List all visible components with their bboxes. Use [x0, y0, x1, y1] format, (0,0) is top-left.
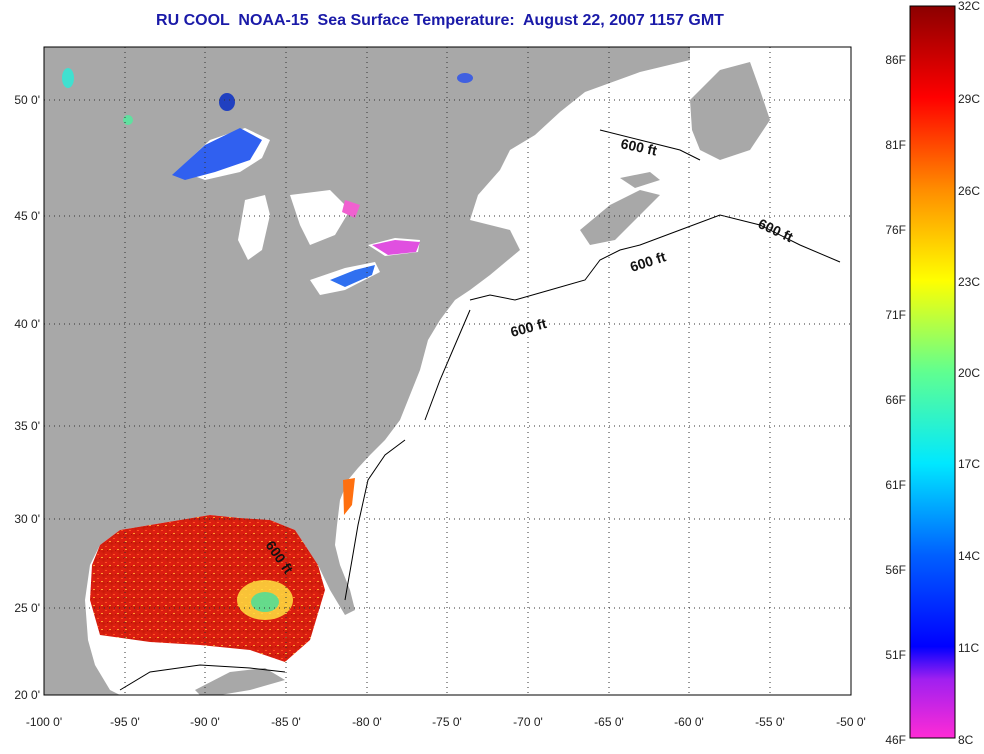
fahrenheit-label: 66F	[885, 393, 906, 407]
sst-overlays	[62, 68, 473, 662]
lat-tick-label: 50 0'	[14, 93, 40, 107]
lon-axis: -100 0' -95 0' -90 0' -85 0' -80 0' -75 …	[26, 715, 866, 729]
celsius-label: 32C	[958, 0, 980, 13]
nova-scotia-land	[580, 190, 660, 245]
colorbar-scale	[909, 5, 956, 739]
cuba-land	[195, 668, 285, 695]
fahrenheit-label: 51F	[885, 648, 906, 662]
lat-tick-label: 20 0'	[14, 688, 40, 702]
depth-label: 600 ft	[619, 135, 658, 158]
celsius-label: 26C	[958, 184, 980, 198]
celsius-label: 8C	[958, 733, 974, 747]
fahrenheit-label: 71F	[885, 308, 906, 322]
lon-tick-label: -80 0'	[352, 715, 382, 729]
fahrenheit-label: 46F	[885, 733, 906, 747]
fahrenheit-label: 81F	[885, 138, 906, 152]
lat-tick-label: 25 0'	[14, 601, 40, 615]
celsius-label: 14C	[958, 549, 980, 563]
map-title: RU COOL NOAA-15 Sea Surface Temperature:…	[156, 12, 724, 29]
colorbar: 32C 29C 26C 23C 20C 17C 14C 11C 8C 86F 8…	[885, 0, 980, 747]
fahrenheit-label: 61F	[885, 478, 906, 492]
gulf-sst	[90, 515, 325, 662]
colorbar-fahrenheit-labels: 86F 81F 76F 71F 66F 61F 56F 51F 46F	[885, 53, 906, 747]
lon-tick-label: -100 0'	[26, 715, 62, 729]
lon-tick-label: -70 0'	[513, 715, 543, 729]
fahrenheit-label: 76F	[885, 223, 906, 237]
celsius-label: 17C	[958, 457, 980, 471]
newfoundland-land	[690, 62, 770, 160]
lon-tick-label: -55 0'	[755, 715, 785, 729]
north-america-land	[44, 47, 690, 695]
lon-tick-label: -50 0'	[836, 715, 866, 729]
graticule	[44, 47, 851, 695]
fahrenheit-label: 86F	[885, 53, 906, 67]
lon-tick-label: -85 0'	[271, 715, 301, 729]
celsius-label: 23C	[958, 275, 980, 289]
fahrenheit-label: 56F	[885, 563, 906, 577]
lat-tick-label: 30 0'	[14, 512, 40, 526]
celsius-label: 20C	[958, 366, 980, 380]
lat-tick-label: 35 0'	[14, 419, 40, 433]
lon-tick-label: -95 0'	[110, 715, 140, 729]
depth-contours	[119, 129, 841, 691]
lat-tick-label: 40 0'	[14, 317, 40, 331]
celsius-label: 11C	[958, 641, 979, 655]
colorbar-celsius-labels: 32C 29C 26C 23C 20C 17C 14C 11C 8C	[958, 0, 980, 747]
celsius-label: 29C	[958, 92, 980, 106]
lat-axis: 20 0' 25 0' 30 0' 35 0' 40 0' 45 0' 50 0…	[14, 93, 40, 702]
lon-tick-label: -60 0'	[674, 715, 704, 729]
lat-tick-label: 45 0'	[14, 209, 40, 223]
lon-tick-label: -65 0'	[594, 715, 624, 729]
lon-tick-label: -75 0'	[432, 715, 462, 729]
lon-tick-label: -90 0'	[190, 715, 220, 729]
